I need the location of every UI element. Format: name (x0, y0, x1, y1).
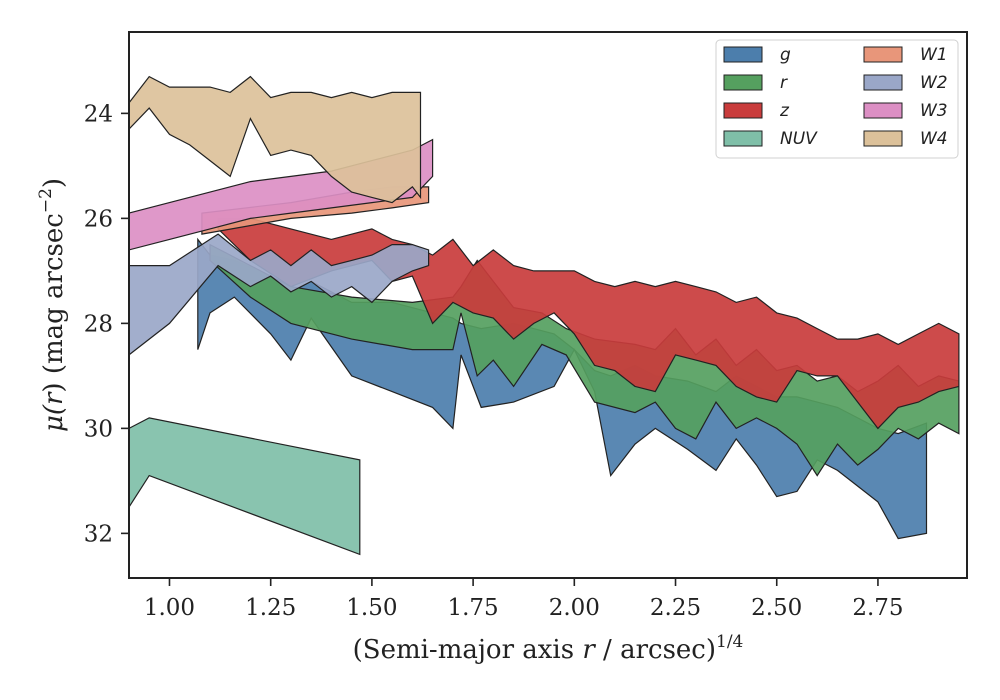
legend-swatch-z (723, 102, 763, 119)
legend-label-nuv: NUV (780, 129, 818, 149)
x-tick-label: 2.75 (852, 595, 903, 621)
series-bands (128, 75, 960, 556)
legend-box (715, 39, 959, 159)
legend-swatch-w2 (863, 74, 903, 91)
x-tick-label: 2.25 (650, 595, 701, 621)
x-axis-label: (Semi-major axis r / arcsec)1/4 (353, 632, 744, 665)
x-tick-label: 2.00 (549, 595, 600, 621)
legend-swatch-w4 (863, 130, 903, 147)
x-tick-label: 1.25 (245, 595, 296, 621)
legend-label-g: g (780, 45, 791, 65)
y-tick-label: 24 (84, 101, 113, 127)
x-tick-label: 2.50 (751, 595, 802, 621)
x-tick-label: 1.50 (346, 595, 397, 621)
legend-swatch-w1 (863, 46, 903, 63)
band-w4 (128, 75, 422, 204)
legend-swatch-nuv (723, 130, 763, 147)
legend-label-w4: W4 (920, 129, 948, 149)
legend-label-w2: W2 (920, 73, 948, 93)
legend-swatch-r (723, 74, 763, 91)
y-tick-label: 26 (84, 206, 113, 232)
legend-label-r: r (780, 73, 788, 93)
legend-label-w3: W3 (920, 101, 948, 121)
y-axis-label: μ(r) (mag arcsec−2) (36, 178, 69, 432)
y-axis: 24 26 28 30 32 (84, 101, 129, 547)
band-w2 (128, 233, 430, 357)
legend-swatch-g (723, 46, 763, 63)
plot-frame (128, 31, 968, 579)
x-tick-label: 1.00 (144, 595, 195, 621)
y-tick-label: 30 (84, 416, 113, 442)
band-nuv (128, 417, 361, 556)
legend-label-z: z (779, 101, 790, 121)
legend: grz NUV W1 W2 W3 W4 (715, 39, 959, 159)
x-axis: 1.00 1.25 1.50 1.75 2.00 2.25 2.50 2.75 (144, 578, 904, 621)
x-tick-label: 1.75 (447, 595, 498, 621)
legend-swatch-w3 (863, 102, 903, 119)
legend-label-w1: W1 (920, 45, 948, 65)
y-tick-label: 28 (84, 311, 113, 337)
y-tick-label: 32 (84, 521, 113, 547)
